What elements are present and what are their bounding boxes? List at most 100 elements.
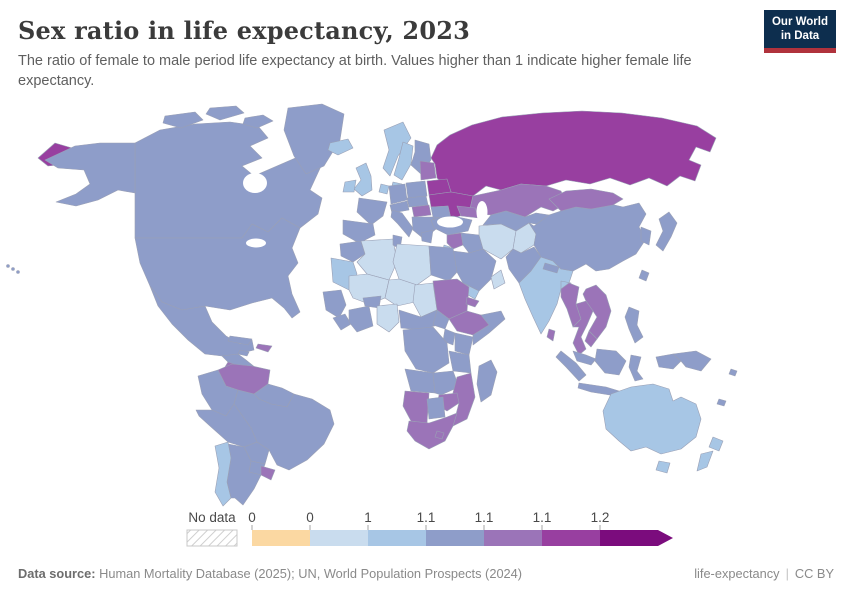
country-united-states-hawaii[interactable] [16, 270, 20, 274]
country-madagascar[interactable] [476, 359, 498, 403]
country-norway[interactable] [382, 121, 412, 177]
country-botswana[interactable] [426, 396, 446, 420]
country-south-africa[interactable] [406, 412, 458, 450]
country-vanuatu[interactable] [728, 368, 738, 377]
country-uganda[interactable] [442, 328, 456, 346]
country-jamaica[interactable] [237, 349, 250, 357]
country-new-zealand[interactable] [696, 450, 714, 472]
country-papua-new-guinea[interactable] [672, 350, 712, 372]
country-syria[interactable] [446, 232, 464, 250]
country-baltic-states[interactable] [419, 160, 437, 181]
country-sweden[interactable] [393, 141, 414, 181]
country-thailand[interactable] [572, 300, 594, 356]
country-nigeria[interactable] [376, 303, 400, 333]
hudson-bay [243, 173, 267, 193]
country-new-zealand[interactable] [708, 436, 724, 452]
country-sri-lanka[interactable] [546, 328, 556, 342]
country-japan[interactable] [655, 211, 678, 252]
country-oman[interactable] [490, 269, 506, 290]
legend-bin-4[interactable] [484, 530, 542, 546]
country-malaysia[interactable] [572, 350, 597, 366]
country-united-states-alaska[interactable] [44, 142, 136, 207]
country-spain-portugal[interactable] [342, 219, 376, 244]
legend-bin-3[interactable] [426, 530, 484, 546]
country-taiwan[interactable] [638, 269, 650, 282]
data-source: Data source: Human Mortality Database (2… [18, 566, 522, 581]
country-zambia[interactable] [432, 370, 460, 396]
license-text: CC BY [794, 566, 834, 581]
country-namibia[interactable] [402, 390, 430, 424]
country-uruguay[interactable] [260, 465, 276, 481]
country-kenya[interactable] [454, 332, 474, 356]
country-russia[interactable] [430, 110, 717, 197]
country-switzerland-austria[interactable] [389, 200, 410, 214]
legend-bin-2[interactable] [368, 530, 426, 546]
country-greece[interactable] [420, 229, 434, 244]
no-data-swatch[interactable] [186, 529, 238, 547]
legend-bin-1[interactable] [310, 530, 368, 546]
country-senegal-guinea[interactable] [322, 289, 347, 319]
country-greenland[interactable] [283, 103, 345, 175]
data-source-label: Data source: [18, 566, 96, 581]
country-united-kingdom[interactable] [353, 162, 373, 197]
country-ireland[interactable] [342, 179, 357, 193]
footer-separator: | [785, 566, 789, 581]
caspian-sea [476, 201, 488, 223]
country-fiji[interactable] [716, 398, 727, 407]
country-chile[interactable] [214, 441, 232, 507]
country-philippines[interactable] [624, 306, 644, 344]
country-indonesia-sulawesi[interactable] [628, 354, 644, 382]
data-source-text: Human Mortality Database (2025); UN, Wor… [95, 566, 523, 581]
country-iceland[interactable] [327, 138, 354, 156]
country-australia[interactable] [602, 383, 702, 455]
country-egypt[interactable] [428, 245, 458, 282]
owid-logo[interactable]: Our World in Data [764, 10, 836, 53]
country-ivory-coast-ghana[interactable] [348, 305, 374, 333]
country-germany[interactable] [388, 183, 408, 205]
legend-bin-5[interactable] [542, 530, 600, 546]
country-mongolia[interactable] [548, 188, 624, 212]
country-hungary[interactable] [411, 204, 432, 218]
country-netherlands[interactable] [378, 183, 390, 195]
owid-logo-line2: in Data [780, 30, 820, 43]
chart-subtitle: The ratio of female to male period life … [18, 53, 692, 89]
slug-text: life-expectancy [694, 566, 780, 581]
legend-tick-label: 1.1 [533, 510, 552, 525]
legend-arrow-end [658, 530, 673, 546]
country-mexico[interactable] [149, 285, 255, 357]
map-legend: No data 0 0 1 1.1 1.1 1.1 1.2 [186, 510, 673, 547]
country-indonesia-papua[interactable] [655, 353, 682, 370]
country-cambodia[interactable] [584, 330, 598, 348]
country-dr-congo[interactable] [402, 326, 450, 374]
legend-bin-0[interactable] [252, 530, 310, 546]
country-eritrea[interactable] [465, 296, 480, 308]
country-sierra-leone-liberia[interactable] [332, 313, 352, 331]
country-australia-tasmania[interactable] [655, 460, 671, 474]
country-united-states-hawaii[interactable] [11, 267, 15, 271]
great-lakes [246, 238, 266, 248]
country-haiti-dominican-republic[interactable] [255, 343, 273, 353]
country-nepal[interactable] [542, 262, 560, 274]
country-poland[interactable] [405, 180, 428, 199]
country-lesotho[interactable] [434, 430, 445, 440]
black-sea [437, 216, 463, 228]
country-morocco[interactable] [339, 240, 366, 263]
country-canada-arctic-islands[interactable] [242, 114, 274, 129]
country-cuba[interactable] [227, 335, 253, 346]
country-iran[interactable] [478, 223, 517, 260]
country-canada-arctic-islands[interactable] [162, 111, 204, 129]
country-france[interactable] [356, 197, 388, 226]
country-italy[interactable] [390, 209, 414, 238]
legend-bin-6[interactable] [600, 530, 658, 546]
country-canada-arctic-islands[interactable] [205, 105, 245, 121]
country-algeria[interactable] [356, 238, 398, 281]
country-indonesia-sumatra[interactable] [555, 350, 587, 382]
country-somalia[interactable] [472, 310, 506, 346]
country-korea[interactable] [640, 226, 652, 246]
country-angola[interactable] [404, 368, 436, 394]
page-title: Sex ratio in life expectancy, 2023 [18, 16, 471, 45]
country-indonesia-borneo[interactable] [594, 348, 627, 376]
country-united-states-hawaii[interactable] [6, 264, 10, 268]
legend-tick-label: 0 [248, 510, 256, 525]
